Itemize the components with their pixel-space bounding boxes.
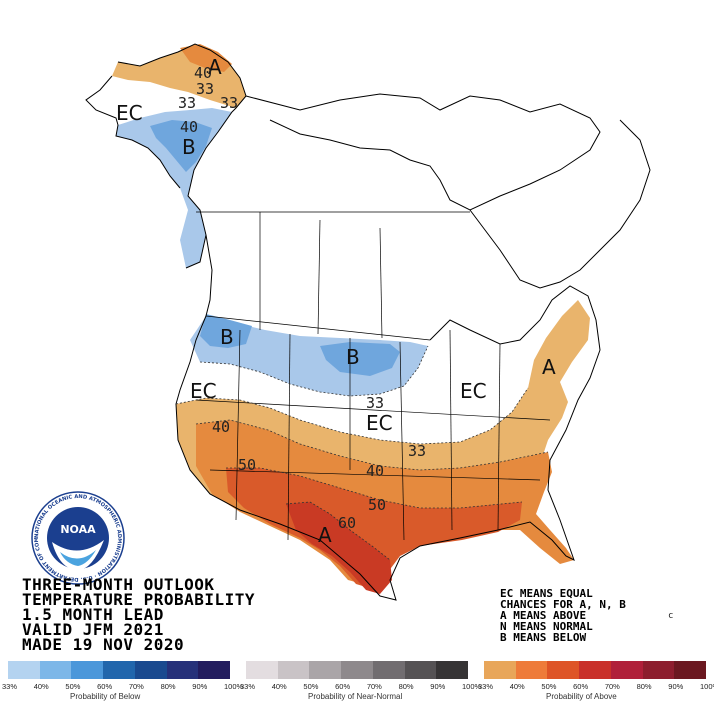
noaa-logo: NATIONAL OCEANIC AND ATMOSPHERIC ADMINIS… [30,490,125,585]
noaa-center-text: NOAA [60,523,96,536]
scale-tick-label: 90% [192,682,208,691]
conus-above-60-region [286,502,392,594]
scale-tick-label: 60% [335,682,351,691]
scale-bar-1 [246,661,468,679]
scale-tick-label: 80% [398,682,414,691]
scale-tick-label: 100% [224,682,244,691]
legend-note: EC MEANS EQUAL CHANCES FOR A, N, B A MEA… [500,588,626,643]
map-label-ec-west: EC [190,379,217,403]
scale-swatch [484,661,516,679]
scale-swatch [341,661,373,679]
map-label-b-alaska: B [182,135,196,159]
scale-tick-label: 50% [541,682,557,691]
conus-above-50-region [226,468,522,590]
scale-title-0: Probability of Below [70,692,141,701]
alaska-above-40-region [180,44,232,72]
contour-label-us-50b: 50 [368,496,386,514]
scale-bar-2 [484,661,706,679]
scale-swatch [674,661,706,679]
scale-tick-label: 40% [33,682,49,691]
scale-swatch [246,661,278,679]
legend-note-line-4: N MEANS NORMAL [500,620,593,633]
map-label-b-northwest: B [220,325,234,349]
scale-tick-label: 70% [604,682,620,691]
map-label-ec-alaska: EC [116,101,143,125]
scale-tick-label: 60% [573,682,589,691]
scale-swatch [39,661,72,679]
map-label-ec-lakes: EC [460,379,487,403]
scale-swatch [642,661,675,679]
scale-tick-label: 80% [636,682,652,691]
conus-below-region [190,316,428,396]
title-line-1: THREE-MONTH OUTLOOK [22,575,215,594]
scale-tick-label: 70% [366,682,382,691]
scale-tick-label: 40% [271,682,287,691]
scale-tick-label: 90% [668,682,684,691]
scale-tick-label: 80% [160,682,176,691]
conus-below-40-region [320,342,400,376]
contour-label-us-40a: 40 [212,418,230,436]
contour-label-ak-33a: 33 [196,80,214,98]
contour-label-ak-33b: 33 [178,94,196,112]
legend-note-line-1: EC MEANS EQUAL [500,587,593,600]
title-line-4: VALID JFM 2021 [22,620,164,639]
scale-swatch [515,661,548,679]
map-label-b-dakotas: B [346,345,360,369]
contour-label-us-40b: 40 [366,462,384,480]
scale-swatch [436,661,468,679]
contour-label-ak-b40: 40 [180,118,198,136]
contour-label-ak-40: 40 [194,64,212,82]
scale-tick-label: 33% [2,682,18,691]
scale-bar-0 [8,661,230,679]
scale-tick-label: 50% [65,682,81,691]
contour-label-us-33b: 33 [408,442,426,460]
scale-swatch [71,661,104,679]
scale-tick-label: 100% [462,682,482,691]
scale-tick-label: 100% [700,682,714,691]
map-label-a-east: A [542,355,556,379]
scale-swatch [277,661,310,679]
scale-tick-label: 33% [478,682,494,691]
alaska-below-40-region [150,120,212,172]
contour-label-us-50a: 50 [238,456,256,474]
scale-tick-label: 40% [509,682,525,691]
title-line-5: MADE 19 NOV 2020 [22,635,185,654]
scale-swatch [610,661,643,679]
scale-title-1: Probability of Near-Normal [308,692,403,701]
scale-title-2: Probability of Above [546,692,617,701]
scale-swatch [309,661,342,679]
contour-label-us-60: 60 [338,514,356,532]
legend-note-line-2: CHANCES FOR A, N, B [500,598,626,611]
scale-tick-label: 33% [240,682,256,691]
scale-tick-label: 90% [430,682,446,691]
scale-swatch [404,661,437,679]
scale-tick-label: 70% [128,682,144,691]
map-label-ec-central: EC [366,411,393,435]
contour-lines [175,345,549,561]
outlook-title-block: THREE-MONTH OUTLOOK TEMPERATURE PROBABIL… [22,575,256,654]
title-line-3: 1.5 MONTH LEAD [22,605,164,624]
scale-swatch [103,661,135,679]
legend-note-line-5: B MEANS BELOW [500,631,587,644]
scale-swatch [198,661,230,679]
scale-swatch [372,661,405,679]
title-line-2: TEMPERATURE PROBABILITY [22,590,256,609]
scale-swatch [166,661,199,679]
map-label-c-mark: c [668,611,673,621]
scale-tick-label: 50% [303,682,319,691]
scale-swatch [8,661,40,679]
map-label-a-texas: A [318,523,332,547]
scale-swatch [547,661,580,679]
contour-label-ak-33c: 33 [220,94,238,112]
legend-note-line-3: A MEANS ABOVE [500,609,587,622]
contour-label-us-33a: 33 [366,394,384,412]
nw-below-40-region [200,314,252,348]
map-label-a-alaska: A [208,55,222,79]
state-borders [195,211,551,541]
scale-tick-label: 60% [97,682,113,691]
scale-swatch [134,661,167,679]
scale-swatch [579,661,611,679]
